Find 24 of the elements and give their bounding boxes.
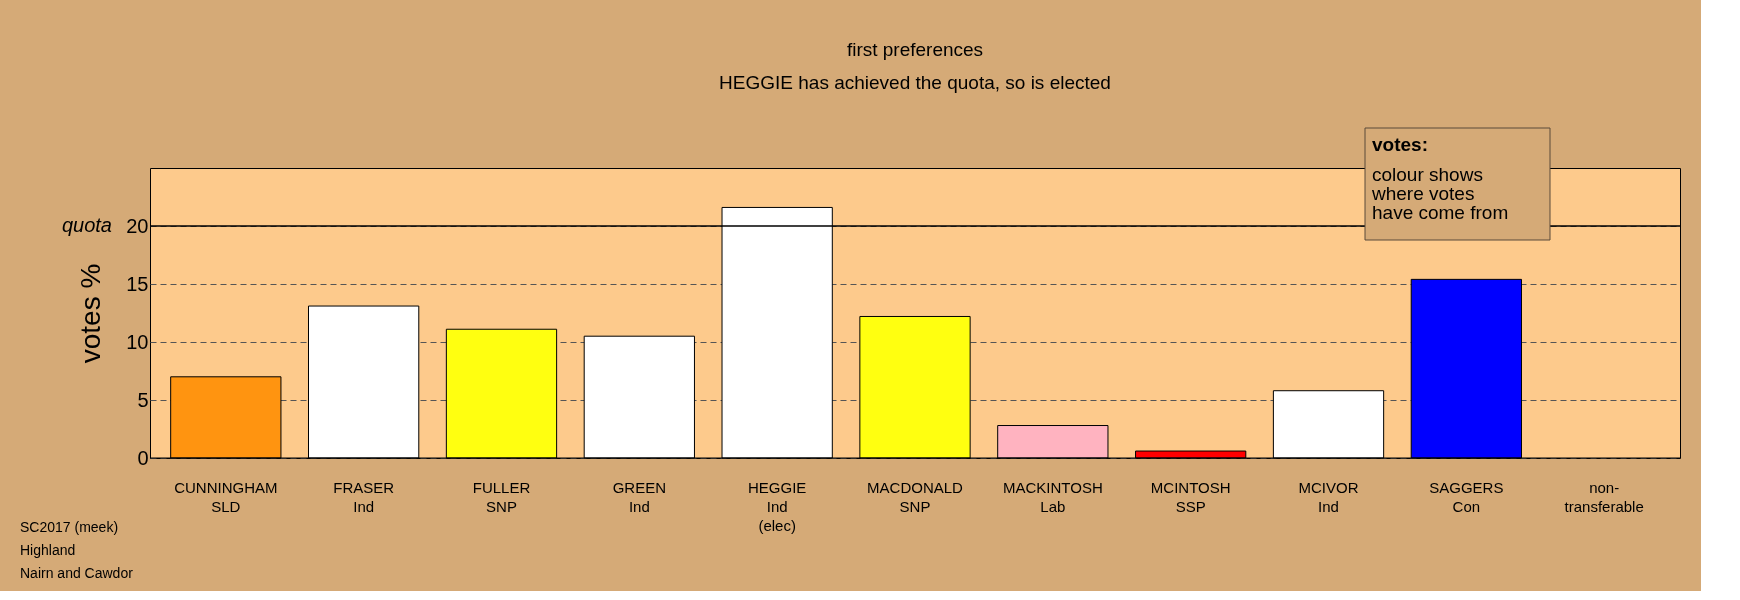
y-tick-label: 10 <box>126 330 149 353</box>
text: Nairn and Cawdor <box>20 565 134 581</box>
x-tick-label: SAGGERS Con <box>1429 478 1504 515</box>
x-tick-label: MACDONALD SNP <box>867 478 964 515</box>
x-tick-label: FULLER SNP <box>472 478 531 515</box>
x-tick-label: MACKINTOSH Lab <box>1002 478 1103 515</box>
y-axis-title: votes % <box>75 263 107 364</box>
y-tick-label: 20 <box>126 214 149 237</box>
chart-title: first preferences <box>846 38 984 60</box>
x-tick-label: CUNNINGHAM SLD <box>174 478 278 515</box>
x-tick-label: GREEN Ind <box>612 478 666 515</box>
x-tick-label: non- transferable <box>1564 478 1644 515</box>
y-tick-label: 15 <box>126 272 149 295</box>
chart-subtitle: HEGGIE has achieved the quota, so is elected <box>719 71 1111 93</box>
x-tick-label: MCIVOR Ind <box>1298 478 1359 515</box>
annotation: votes: colour shows where votes have come from <box>1371 134 1509 223</box>
x-tick-label: HEGGIE Ind (elec) <box>747 478 807 534</box>
text: Highland <box>20 542 76 558</box>
x-tick-label: MCINTOSH SSP <box>1150 478 1231 515</box>
x-tick-label: FRASER Ind <box>333 478 395 515</box>
y-tick-label: 5 <box>137 388 149 411</box>
text: SC2017 (meek) <box>20 519 119 535</box>
ref-line-label: quota <box>61 214 112 236</box>
y-tick-label: 0 <box>137 446 149 469</box>
